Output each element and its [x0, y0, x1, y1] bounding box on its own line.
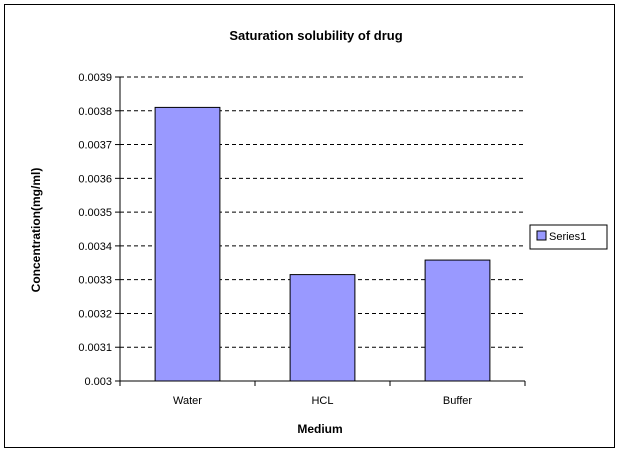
legend: Series1: [529, 224, 608, 250]
y-tick-label: 0.0038: [78, 106, 112, 118]
y-tick-label: 0.003: [84, 376, 112, 388]
y-tick-label: 0.0031: [78, 342, 112, 354]
y-tick-label: 0.0035: [78, 207, 112, 219]
legend-swatch: [536, 230, 547, 241]
y-tick-label: 0.0034: [78, 241, 112, 253]
y-tick-label: 0.0036: [78, 173, 112, 185]
y-tick-label: 0.0033: [78, 275, 112, 287]
y-tick-label: 0.0039: [78, 72, 112, 84]
axes: [115, 76, 526, 386]
y-axis-title: Concentration(mg/ml): [29, 168, 43, 293]
bar-water: [154, 106, 221, 382]
legend-label-series1: Series1: [549, 231, 586, 243]
y-tick-labels: 0.003 0.0031 0.0032 0.0033 0.0034 0.0035 0.003…: [78, 72, 112, 388]
chart-title: Saturation solubility of drug: [229, 28, 402, 43]
x-axis-title: Medium: [297, 422, 342, 436]
x-tick-label: Buffer: [443, 395, 472, 407]
y-tick-label: 0.0037: [78, 140, 112, 152]
x-tick-label: HCL: [311, 395, 333, 407]
bar-hcl: [289, 274, 356, 382]
bar-buffer: [424, 259, 491, 382]
y-tick-label: 0.0032: [78, 308, 112, 320]
x-tick-label: Water: [173, 395, 202, 407]
x-tick-labels: Water HCL Buffer: [173, 395, 472, 407]
bars: [154, 106, 491, 382]
